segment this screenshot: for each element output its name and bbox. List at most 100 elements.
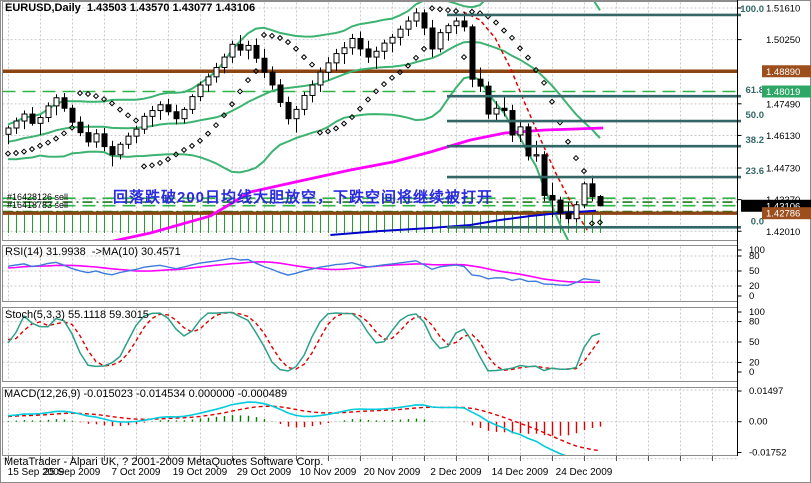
sar-dot: [220, 112, 228, 119]
sar-dot: [276, 34, 284, 42]
time-axis-label: 20 Nov 2009: [364, 467, 421, 478]
sar-dot: [52, 135, 60, 142]
candle-body: [205, 76, 212, 86]
bollinger-lower: [7, 75, 570, 241]
time-axis-label: 10 Nov 2009: [300, 467, 357, 478]
ma-blue: [330, 209, 597, 236]
candle-body: [589, 183, 596, 198]
sar-dot: [68, 124, 76, 131]
sar-dot: [372, 88, 380, 95]
sar-dot: [44, 139, 52, 146]
candle-body: [397, 28, 404, 38]
sar-dot: [524, 54, 532, 61]
candle-body: [285, 101, 292, 120]
candle-body: [29, 113, 36, 124]
candle-body: [325, 62, 332, 73]
candle-body: [213, 67, 220, 78]
sar-dot: [84, 90, 92, 98]
sar-dot: [156, 159, 164, 167]
candle-body: [493, 107, 500, 115]
candle-body: [69, 107, 76, 123]
rsi-ma-line: [7, 260, 601, 284]
sar-dot: [452, 7, 460, 15]
sar-dot: [596, 219, 604, 226]
candle-body: [429, 27, 436, 50]
rsi-line: [7, 257, 601, 287]
chart-title: EURUSD,Daily 1.43503 1.43570 1.43077 1.4…: [5, 2, 256, 14]
price-axis-label: 1.50250: [766, 35, 800, 46]
candle-body: [549, 194, 556, 201]
sar-dot: [284, 39, 292, 46]
stoch-scale-label: 20: [749, 357, 760, 368]
sar-dot: [388, 74, 396, 81]
candle-body: [389, 36, 396, 44]
bollinger-middle: [7, 40, 601, 143]
sar-dot: [580, 168, 588, 175]
candle-body: [261, 57, 268, 73]
sar-dot: [28, 146, 36, 153]
main-pane: [2, 1, 738, 241]
candle-body: [477, 78, 484, 87]
fib-label: 100.0: [740, 4, 764, 15]
rsi-pane-label: RSI(14) 31.9938 ->MA(10) 30.4571: [5, 246, 181, 258]
candle-body: [309, 84, 316, 96]
stoch-scale-label: 100: [749, 307, 765, 318]
stoch-scale-label: 80: [749, 317, 760, 328]
candle-body: [293, 108, 300, 120]
rsi-scale-label: 20: [749, 281, 760, 292]
price-axis-box: [762, 65, 811, 78]
sar-dot: [164, 156, 172, 163]
candle-body: [349, 37, 356, 49]
bollinger-upper: [7, 1, 601, 126]
sar-dot: [316, 129, 324, 136]
sar-dot: [460, 53, 468, 61]
candle-body: [37, 117, 44, 124]
fibonacci-retracement: 100.0 61.8 50.0 38.2 23.6 0.0: [447, 4, 765, 229]
time-axis-label: 14 Dec 2009: [492, 467, 549, 478]
price-axis-label: 1.44730: [766, 164, 800, 175]
order-label-1[interactable]: #16428126 sell: [7, 192, 69, 202]
sar-dot: [420, 45, 428, 53]
stoch-scale-label: 0: [749, 367, 754, 378]
candle-body: [189, 96, 196, 110]
candle-body: [229, 43, 236, 58]
candle-body: [77, 121, 84, 134]
candle-body: [381, 42, 388, 52]
time-axis-label: 25 Sep 2009: [44, 467, 101, 478]
candle-body: [53, 97, 60, 107]
sar-dot: [124, 112, 132, 119]
candle-body: [181, 108, 188, 120]
candle-body: [437, 32, 444, 50]
chart-annotation[interactable]: 回落跌破200日均线大胆放空，下跌空间将继续被打开: [113, 189, 494, 206]
candle-body: [301, 94, 308, 110]
sar-dot: [188, 142, 196, 149]
candle-body: [173, 111, 180, 120]
price-axis-label: 1.51610: [766, 4, 800, 15]
candle-body: [565, 212, 572, 220]
time-axis-label: 7 Oct 2009: [112, 467, 161, 478]
sar-dot: [492, 19, 500, 26]
candle-body: [421, 12, 428, 29]
sar-dot: [324, 128, 332, 135]
order-label-2[interactable]: #16418783 sell: [7, 200, 69, 210]
fib-label: 61.8: [746, 85, 765, 96]
sar-dot: [348, 113, 356, 121]
candle-body: [541, 154, 548, 196]
time-axis-label: 24 Dec 2009: [556, 467, 613, 478]
rsi-scale-label: 0: [749, 291, 754, 302]
sar-dot: [204, 130, 212, 137]
price-axis-box-label: 1.48890: [766, 67, 800, 78]
sar-dot: [12, 149, 20, 157]
sar-dot: [4, 150, 12, 157]
candle-body: [461, 20, 468, 28]
price-axis-label: 1.47490: [766, 99, 800, 110]
candle-body: [61, 97, 68, 109]
sar-dot: [428, 5, 436, 12]
candle-body: [221, 56, 228, 69]
candle-body: [101, 133, 108, 148]
sar-dot: [140, 163, 148, 170]
candle-body: [453, 20, 460, 27]
